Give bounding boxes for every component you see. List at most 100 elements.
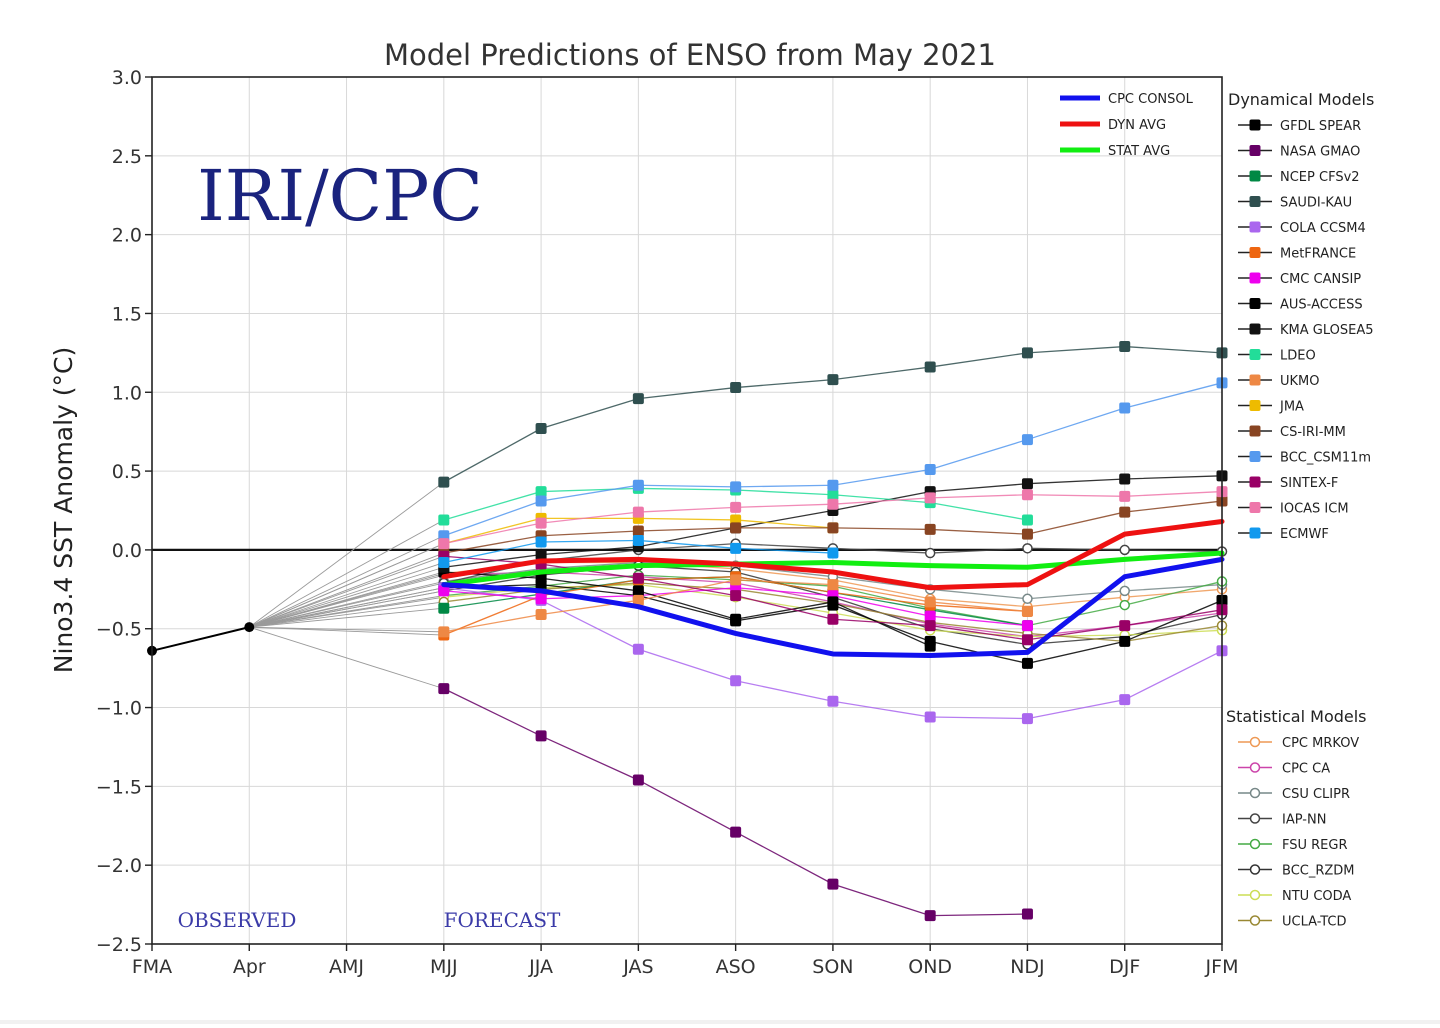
data-point — [438, 557, 450, 569]
legend-marker-iap-nn — [1249, 813, 1261, 824]
fan-line — [249, 555, 444, 628]
data-point — [730, 382, 742, 394]
data-point — [1021, 620, 1033, 632]
legend-marker-cpc-ca — [1249, 762, 1261, 773]
fan-line — [249, 587, 444, 628]
data-point — [730, 481, 742, 493]
fan-line — [249, 596, 444, 628]
data-point — [1119, 473, 1131, 485]
data-point — [438, 538, 450, 550]
x-tick-label: JAS — [622, 956, 653, 978]
data-point — [438, 585, 450, 597]
data-point — [730, 522, 742, 534]
legend-marker-cmc-cansip — [1249, 272, 1261, 284]
chart-title: Model Predictions of ENSO from May 2021 — [384, 38, 996, 72]
legend-marker-jma — [1249, 400, 1261, 411]
data-point — [632, 774, 644, 786]
fan-line — [249, 535, 445, 628]
legend-marker-ukmo — [1249, 374, 1261, 386]
axes: −2.5 −2.0 −1.5 −1.0 −0.5 0.0 0.5 1.0 1.5 2.0 2.5 3.… — [96, 67, 1239, 978]
statistical-legend-title: Statistical Models — [1226, 707, 1367, 726]
series-aus-access — [438, 566, 936, 652]
y-tick-label: −1.0 — [96, 698, 142, 720]
fan-line — [249, 582, 444, 628]
legend-marker-csu-clipr — [1249, 787, 1261, 799]
legend-label-ukmo: UKMO — [1280, 374, 1320, 389]
legend-label-nasa-gmao: NASA GMAO — [1280, 145, 1360, 160]
data-point — [1119, 635, 1131, 647]
legend-marker-gfdl-spear — [1249, 119, 1261, 131]
fan-line — [249, 626, 444, 636]
x-tick-label: ASO — [716, 956, 756, 978]
legend-label-cs-iri-mm: CS-IRI-MM — [1280, 425, 1346, 440]
data-point — [827, 579, 839, 591]
data-point — [924, 492, 936, 504]
data-point — [827, 596, 839, 608]
legend-label-bcc-rzdm: BCC_RZDM — [1282, 864, 1355, 879]
legend-marker-kma-glosea5 — [1249, 323, 1261, 335]
average-series — [441, 519, 1225, 659]
y-tick-label: 1.0 — [112, 382, 142, 404]
y-tick-label: 2.0 — [112, 225, 142, 247]
fan-line — [249, 481, 445, 628]
data-point — [1119, 620, 1131, 632]
data-point — [1021, 713, 1033, 725]
model-series — [438, 341, 1228, 922]
x-tick-label: SON — [812, 956, 853, 978]
legend-label-gfdl-spear: GFDL SPEAR — [1280, 119, 1361, 134]
dynamical-legend: GFDL SPEAR NASA GMAO NCEP CFSv2 SAUDI-KAU CO… — [1238, 119, 1373, 542]
data-point — [632, 585, 644, 597]
data-point — [1119, 402, 1131, 414]
data-point — [730, 675, 742, 687]
legend-label-stat-avg: STAT AVG — [1108, 144, 1170, 159]
data-point — [730, 501, 742, 513]
data-point — [730, 826, 742, 838]
y-tick-label: 0.0 — [112, 540, 142, 562]
data-point — [827, 613, 839, 625]
data-point — [438, 514, 450, 526]
legend-label-csu-clipr: CSU CLIPR — [1282, 787, 1350, 802]
legend-marker-ncep-cfsv2 — [1249, 170, 1261, 182]
data-point — [632, 643, 644, 655]
legend-label-metfrance: MetFRANCE — [1280, 247, 1356, 262]
data-point — [924, 596, 936, 608]
observed-line — [151, 626, 250, 652]
observed-point — [244, 622, 255, 633]
data-point — [535, 549, 547, 561]
data-point — [1119, 341, 1131, 353]
data-point — [924, 464, 936, 476]
data-point — [1119, 599, 1130, 611]
data-point — [438, 683, 450, 695]
data-point — [924, 523, 936, 535]
legend-label-cpc-mrkov: CPC MRKOV — [1282, 736, 1359, 751]
data-point — [1021, 434, 1033, 446]
data-point — [827, 522, 839, 534]
y-tick-label: −1.5 — [96, 776, 142, 798]
legend-marker-aus-access — [1249, 298, 1261, 309]
statistical-legend: CPC MRKOV CPC CA CSU CLIPR IAP-NN FSU REGR BC… — [1238, 736, 1359, 930]
legend-label-kma-glosea5: KMA GLOSEA5 — [1280, 323, 1373, 338]
data-point — [827, 374, 839, 386]
x-tick-label: AMJ — [329, 956, 364, 978]
data-point — [632, 525, 644, 537]
data-point — [1021, 489, 1033, 501]
y-tick-label: −2.0 — [96, 855, 142, 877]
legend-label-jma: JMA — [1279, 400, 1304, 415]
data-point — [1021, 605, 1033, 617]
data-point — [1021, 634, 1033, 646]
x-tick-label: JJA — [528, 956, 553, 978]
fan-line — [249, 626, 444, 633]
y-tick-label: 0.5 — [112, 461, 142, 483]
legend-label-ntu-coda: NTU CODA — [1282, 889, 1351, 904]
fan-line — [249, 562, 444, 628]
data-point — [535, 536, 547, 548]
y-tick-label: 3.0 — [112, 67, 142, 89]
forecast-label: FORECAST — [444, 908, 561, 932]
data-point — [535, 486, 547, 498]
series-iocas-icm — [438, 486, 1228, 550]
data-point — [827, 878, 839, 890]
fan-line — [249, 601, 444, 628]
data-point — [924, 361, 936, 373]
legend-marker-ntu-coda — [1249, 889, 1261, 901]
